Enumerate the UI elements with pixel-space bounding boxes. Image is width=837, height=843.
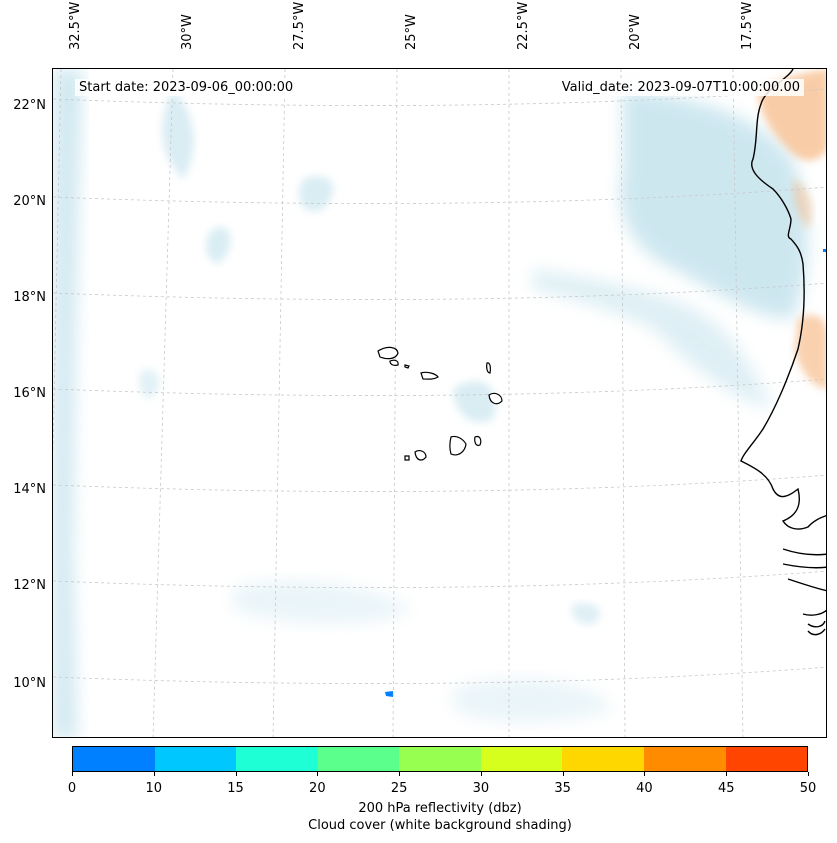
- colorbar-segment: [725, 747, 808, 771]
- colorbar-segment: [643, 747, 726, 771]
- colorbar-segment: [562, 747, 644, 771]
- colorbar-tick-mark: [644, 772, 646, 776]
- island-brava: [404, 455, 410, 461]
- longitude-label: 32.5°W: [68, 1, 83, 50]
- colorbar-segment: [399, 747, 481, 771]
- longitude-label: 27.5°W: [292, 1, 307, 50]
- latitude-label: 18°N: [13, 290, 46, 305]
- colorbar-tick-label: 20: [309, 781, 326, 796]
- valid-date-label: Valid_date: 2023-09-07T10:00:00.00: [557, 79, 804, 96]
- coastline: [740, 69, 826, 636]
- colorbar-tick-mark: [480, 772, 482, 776]
- colorbar-tick-mark: [808, 772, 809, 776]
- island-sao-nicolau: [420, 371, 439, 380]
- colorbar-tick-mark: [726, 772, 728, 776]
- small-reflectivity-cell: [385, 691, 393, 697]
- cape-verde-islands: [377, 346, 503, 461]
- colorbar-label-reflectivity: 200 hPa reflectivity (dbz): [358, 801, 522, 816]
- colorbar-tick-label: 25: [390, 781, 408, 796]
- start-date-label: Start date: 2023-09-06_00:00:00: [75, 79, 298, 96]
- colorbar-tick-mark: [317, 772, 319, 776]
- latitude-label: 14°N: [13, 482, 46, 497]
- island-sal: [486, 362, 491, 374]
- colorbar-tick-mark: [399, 772, 401, 776]
- island-maio: [474, 435, 482, 447]
- colorbar-tick-label: 45: [717, 781, 735, 796]
- latitude-label: 22°N: [13, 98, 46, 113]
- colorbar-tick-label: 0: [67, 781, 77, 796]
- map-panel: Start date: 2023-09-06_00:00:00 Valid_da…: [52, 68, 827, 738]
- map-canvas: [53, 69, 826, 737]
- latitude-label: 12°N: [13, 578, 46, 593]
- island-santiago: [449, 435, 467, 456]
- colorbar-tick-mark: [235, 772, 237, 776]
- longitude-label: 17.5°W: [740, 1, 755, 50]
- graticule: [53, 69, 826, 737]
- colorbar-segment: [480, 747, 563, 771]
- colorbar-tick-label: 35: [554, 781, 571, 796]
- colorbar-segment: [154, 747, 237, 771]
- island-santa-luzia: [404, 364, 410, 369]
- longitude-label: 25°W: [404, 14, 419, 50]
- island-fogo: [414, 450, 427, 461]
- colorbar-tick-label: 15: [227, 781, 244, 796]
- colorbar: [72, 746, 808, 772]
- colorbar-segment: [73, 747, 155, 771]
- latitude-label: 16°N: [13, 386, 46, 401]
- latitude-label: 20°N: [13, 194, 46, 209]
- longitude-label: 20°W: [628, 14, 643, 50]
- island-sao-vicente: [389, 359, 399, 366]
- latitude-label: 10°N: [13, 676, 46, 691]
- colorbar-tick-label: 10: [145, 781, 163, 796]
- island-santo-antao: [377, 346, 399, 360]
- colorbar-segment: [236, 747, 318, 771]
- colorbar-tick-mark: [153, 772, 155, 776]
- colorbar-segment: [317, 747, 400, 771]
- colorbar-tick-mark: [562, 772, 564, 776]
- colorbar-label-cloud-cover: Cloud cover (white background shading): [308, 818, 572, 833]
- longitude-label: 22.5°W: [516, 1, 531, 50]
- island-boa-vista: [488, 392, 503, 405]
- colorbar-tick-mark: [72, 772, 73, 776]
- cloud-cover-shading: [53, 69, 808, 737]
- colorbar-tick-label: 30: [472, 781, 490, 796]
- longitude-label: 30°W: [180, 14, 195, 50]
- colorbar-tick-label: 50: [799, 781, 817, 796]
- colorbar-tick-label: 40: [636, 781, 653, 796]
